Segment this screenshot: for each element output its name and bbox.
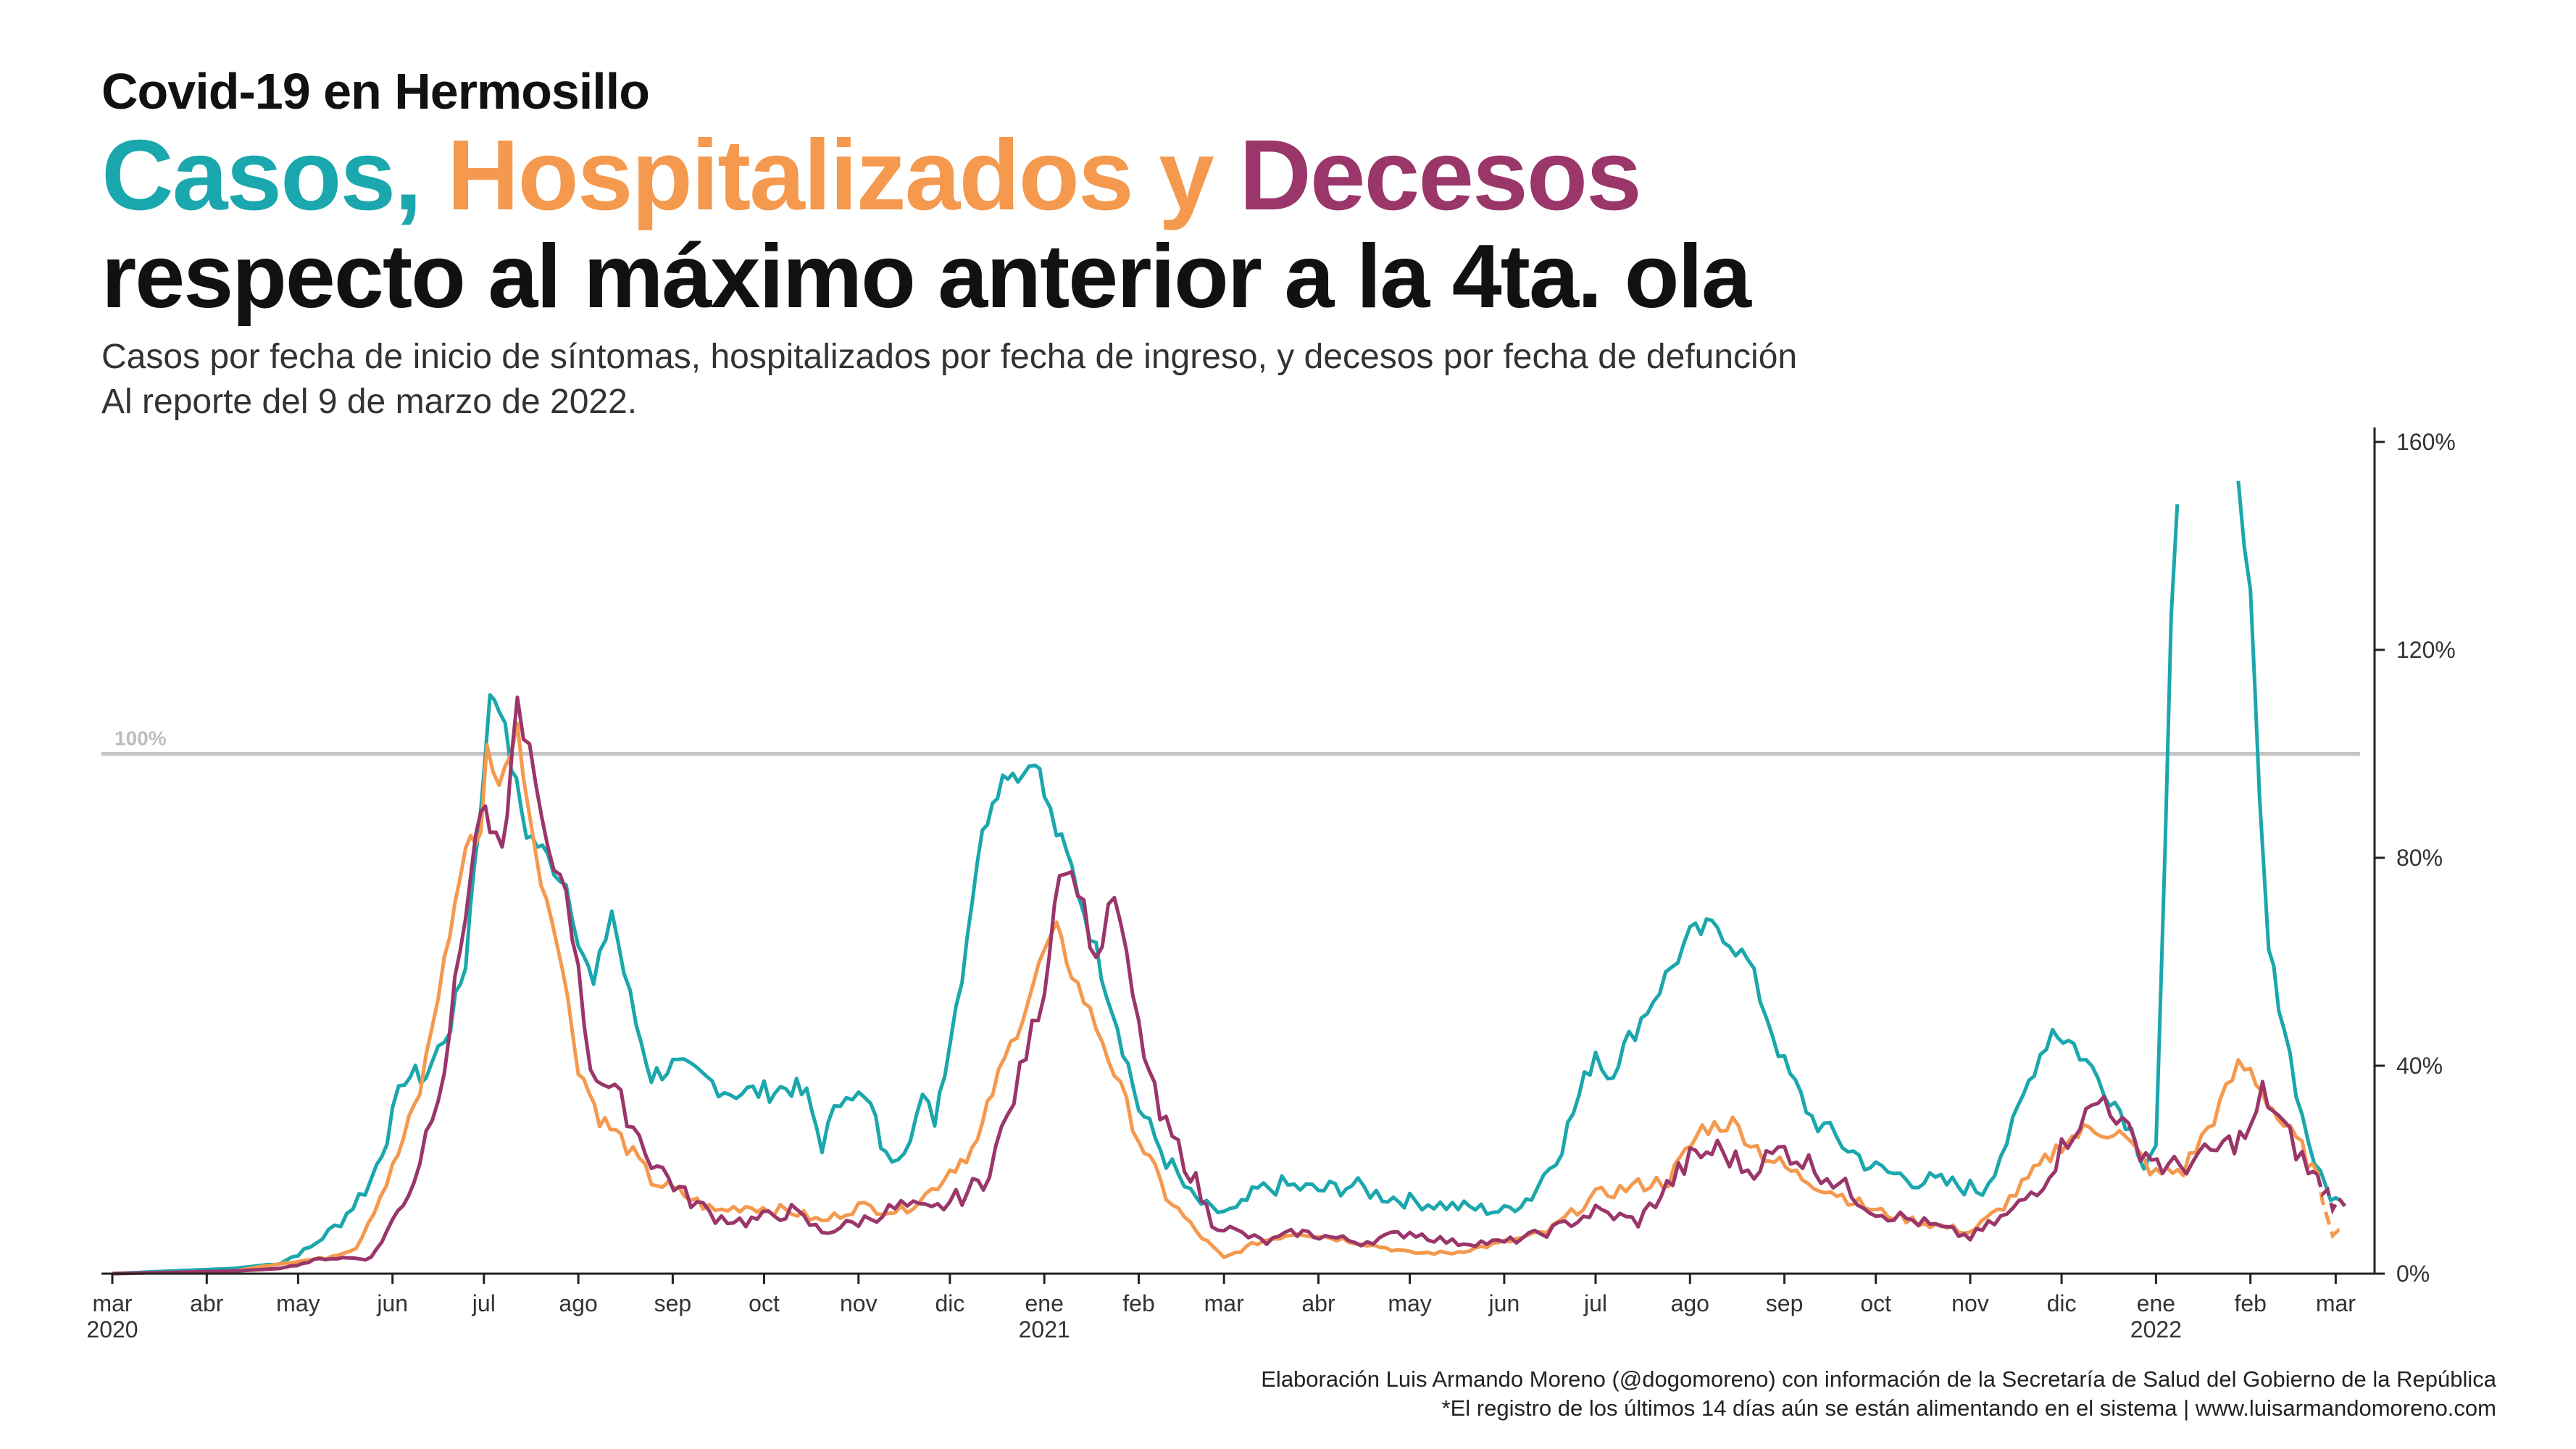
x-tick-label: ago — [1671, 1290, 1709, 1316]
x-tick-year: 2022 — [2130, 1316, 2182, 1342]
x-tick-label: jun — [376, 1290, 408, 1316]
chart-header: Covid-19 en Hermosillo Casos, Hospitaliz… — [101, 58, 2275, 425]
subtitle-line1: Casos por fecha de inicio de síntomas, h… — [101, 338, 1798, 376]
x-tick-label: oct — [749, 1290, 780, 1316]
x-tick-label: ene — [1025, 1290, 1063, 1316]
y-tick-label: 0% — [2396, 1261, 2430, 1287]
x-tick-label: nov — [840, 1290, 878, 1316]
x-tick-label: mar — [2316, 1290, 2356, 1316]
x-tick-label: dic — [935, 1290, 964, 1316]
chart-subtitle: Casos por fecha de inicio de síntomas, h… — [101, 335, 2275, 425]
y-axis-ticks: 0% 40% 80% 120% 160% — [2375, 429, 2456, 1287]
y-tick-label: 80% — [2396, 845, 2443, 871]
subtitle-line2: Al reporte del 9 de marzo de 2022. — [101, 383, 638, 421]
x-tick-label: sep — [654, 1290, 692, 1316]
x-tick-label: jul — [1583, 1290, 1607, 1316]
x-tick-label: jun — [1488, 1290, 1520, 1316]
series-line-casos — [112, 504, 2180, 1276]
series-line-hospitalizados — [112, 722, 2319, 1276]
title-cases: Casos, — [101, 120, 422, 231]
series-line-decesos — [112, 696, 2319, 1276]
chart-footer: Elaboración Luis Armando Moreno (@dogomo… — [1261, 1365, 2496, 1423]
x-tick-label: ago — [559, 1290, 597, 1316]
x-tick-label: mar — [1204, 1290, 1244, 1316]
y-tick-label: 120% — [2396, 637, 2456, 663]
credit-line: Elaboración Luis Armando Moreno (@dogomo… — [1261, 1366, 2496, 1392]
x-tick-year: 2020 — [86, 1316, 138, 1342]
x-tick-label: jul — [472, 1290, 496, 1316]
x-tick-label: mar — [92, 1290, 132, 1316]
x-tick-label: nov — [1951, 1290, 1989, 1316]
x-tick-label: abr — [1301, 1290, 1335, 1316]
x-tick-label: abr — [190, 1290, 224, 1316]
title-hospitalized: Hospitalizados y — [446, 120, 1214, 231]
x-tick-label: sep — [1766, 1290, 1804, 1316]
title-deaths: Decesos — [1239, 120, 1642, 231]
x-tick-label: ene — [2137, 1290, 2175, 1316]
x-tick-label: oct — [1860, 1290, 1891, 1316]
chart-supertitle: Covid-19 en Hermosillo — [101, 63, 650, 120]
x-tick-label: feb — [1122, 1290, 1154, 1316]
y-tick-label: 160% — [2396, 429, 2456, 455]
series-line-casos-after-gap — [2236, 480, 2346, 1208]
y-tick-label: 40% — [2396, 1053, 2443, 1079]
chart-title: Casos, Hospitalizados y Decesos — [101, 125, 2275, 226]
x-tick-label: dic — [2047, 1290, 2077, 1316]
reference-line-label: 100% — [114, 727, 167, 750]
disclaimer-line: *El registro de los últimos 14 días aún … — [1441, 1395, 2496, 1421]
x-tick-label: feb — [2234, 1290, 2266, 1316]
x-tick-label: may — [276, 1290, 320, 1316]
x-tick-label: may — [1388, 1290, 1431, 1316]
series-provisional-decesos — [2315, 1174, 2346, 1215]
x-tick-year: 2021 — [1019, 1316, 1070, 1342]
chart-title-line2: respecto al máximo anterior a la 4ta. ol… — [101, 227, 1751, 327]
series-layer — [112, 480, 2346, 1276]
